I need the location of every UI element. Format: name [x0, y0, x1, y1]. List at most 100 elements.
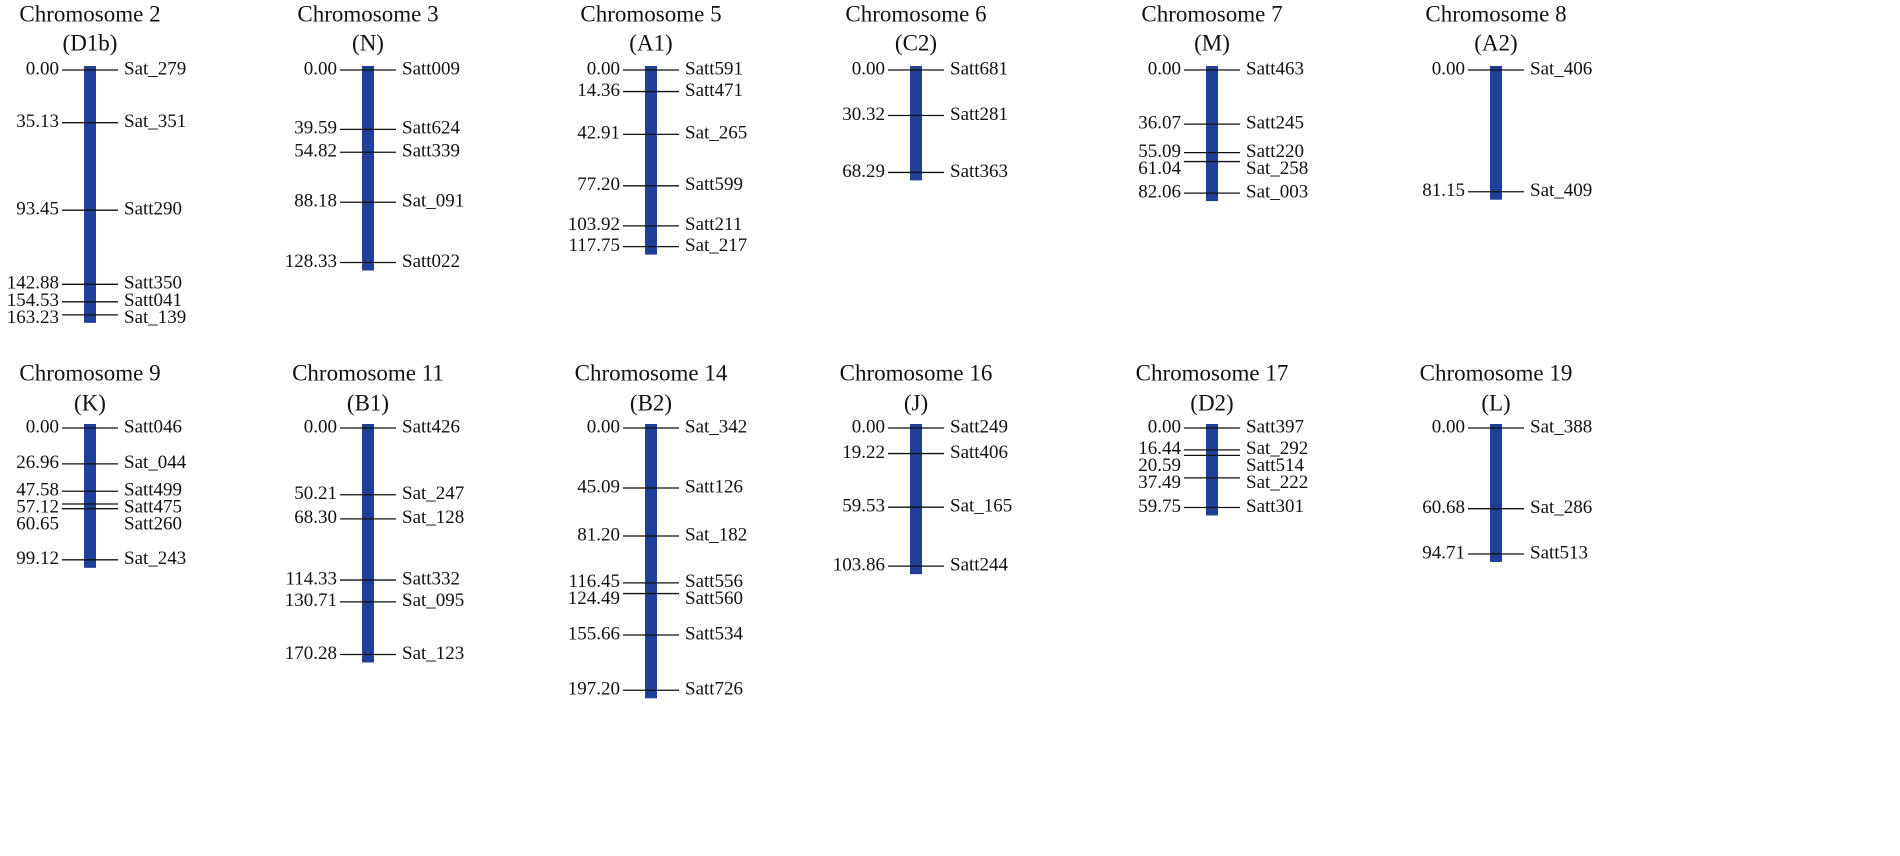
marker-name: Sat_044: [124, 452, 187, 473]
marker-position: 117.75: [568, 235, 620, 256]
marker-name: Satt599: [685, 174, 743, 195]
marker-position: 0.00: [1432, 416, 1465, 437]
chromosome-bar: [362, 66, 374, 271]
chromosome-title: Chromosome 17: [1136, 360, 1289, 385]
marker-position: 88.18: [294, 191, 337, 212]
chromosome-title: Chromosome 8: [1425, 1, 1566, 26]
marker-name: Satt560: [685, 588, 743, 609]
marker-name: Satt332: [402, 568, 460, 589]
marker-name: Sat_165: [950, 496, 1012, 517]
marker-position: 39.59: [294, 118, 337, 139]
marker-name: Sat_128: [402, 507, 464, 528]
marker-position: 124.49: [568, 588, 620, 609]
marker-name: Sat_123: [402, 643, 464, 664]
marker-position: 128.33: [285, 251, 337, 272]
marker-name: Satt471: [685, 80, 743, 101]
marker-position: 35.13: [16, 111, 59, 132]
linkage-group: (C2): [895, 30, 937, 55]
marker-name: Satt245: [1246, 112, 1304, 133]
marker-position: 0.00: [304, 58, 337, 79]
linkage-group: (A1): [629, 30, 672, 55]
chromosome-bar: [645, 424, 657, 699]
marker-name: Satt281: [950, 104, 1008, 125]
marker-name: Satt363: [950, 161, 1008, 182]
marker-position: 170.28: [285, 643, 337, 664]
marker-position: 55.09: [1138, 141, 1181, 162]
marker-name: Satt041: [124, 290, 182, 311]
chromosome-title: Chromosome 16: [840, 360, 993, 385]
chromosome-title: Chromosome 6: [845, 1, 986, 26]
marker-name: Satt406: [950, 442, 1008, 463]
marker-position: 14.36: [577, 80, 620, 101]
chromosome-title: Chromosome 7: [1141, 1, 1282, 26]
marker-position: 99.12: [16, 548, 59, 569]
marker-name: Satt726: [685, 679, 743, 700]
chromosome-title: Chromosome 14: [575, 360, 728, 385]
linkage-group: (J): [904, 390, 928, 415]
marker-name: Satt426: [402, 416, 460, 437]
linkage-group: (M): [1194, 30, 1230, 55]
marker-position: 47.58: [16, 480, 59, 501]
marker-position: 0.00: [1148, 416, 1181, 437]
marker-position: 50.21: [294, 483, 337, 504]
marker-position: 103.86: [833, 554, 885, 575]
marker-name: Satt009: [402, 58, 460, 79]
chromosome-title: Chromosome 3: [297, 1, 438, 26]
marker-name: Satt499: [124, 480, 182, 501]
marker-name: Sat_182: [685, 524, 747, 545]
chromosome-bar: [84, 424, 96, 568]
linkage-group: (B1): [347, 390, 389, 415]
marker-position: 0.00: [1148, 58, 1181, 79]
chromosome-title: Chromosome 19: [1420, 360, 1573, 385]
chromosome-bar: [1206, 66, 1218, 202]
marker-position: 82.06: [1138, 181, 1181, 202]
marker-position: 0.00: [1432, 58, 1465, 79]
marker-name: Sat_243: [124, 548, 186, 569]
marker-name: Sat_217: [685, 235, 747, 256]
marker-position: 197.20: [568, 679, 620, 700]
marker-name: Satt463: [1246, 58, 1304, 79]
marker-position: 59.75: [1138, 496, 1181, 517]
marker-position: 130.71: [285, 590, 337, 611]
marker-position: 36.07: [1138, 112, 1181, 133]
marker-position: 59.53: [842, 496, 885, 517]
marker-position: 116.45: [568, 571, 620, 592]
marker-position: 154.53: [7, 290, 59, 311]
marker-name: Satt211: [685, 214, 742, 235]
chromosome-bar: [84, 66, 96, 323]
marker-position: 57.12: [16, 497, 59, 518]
marker-position: 81.20: [577, 524, 620, 545]
marker-name: Sat_091: [402, 191, 464, 212]
marker-position: 0.00: [852, 416, 885, 437]
chromosome-bar: [362, 424, 374, 663]
marker-name: Satt350: [124, 273, 182, 294]
marker-name: Satt290: [124, 199, 182, 220]
marker-position: 16.44: [1138, 438, 1181, 459]
marker-name: Satt591: [685, 58, 743, 79]
marker-position: 26.96: [16, 452, 59, 473]
marker-name: Satt046: [124, 416, 182, 437]
marker-name: Sat_406: [1530, 58, 1592, 79]
marker-position: 0.00: [26, 58, 59, 79]
marker-name: Satt339: [402, 141, 460, 162]
marker-position: 68.30: [294, 507, 337, 528]
marker-position: 114.33: [285, 568, 337, 589]
marker-name: Satt244: [950, 554, 1009, 575]
marker-name: Sat_247: [402, 483, 464, 504]
linkage-group: (N): [352, 30, 384, 55]
marker-name: Sat_279: [124, 58, 186, 79]
chromosome-bar: [910, 66, 922, 181]
marker-name: Sat_222: [1246, 472, 1308, 493]
marker-position: 142.88: [7, 273, 59, 294]
marker-position: 0.00: [587, 416, 620, 437]
marker-position: 19.22: [842, 442, 885, 463]
marker-name: Satt681: [950, 58, 1008, 79]
chromosome-title: Chromosome 5: [580, 1, 721, 26]
marker-position: 30.32: [842, 104, 885, 125]
marker-name: Satt397: [1246, 416, 1304, 437]
linkage-group: (B2): [630, 390, 672, 415]
marker-position: 60.65: [16, 514, 59, 535]
chromosome-title: Chromosome 11: [292, 360, 444, 385]
marker-name: Satt301: [1246, 496, 1304, 517]
